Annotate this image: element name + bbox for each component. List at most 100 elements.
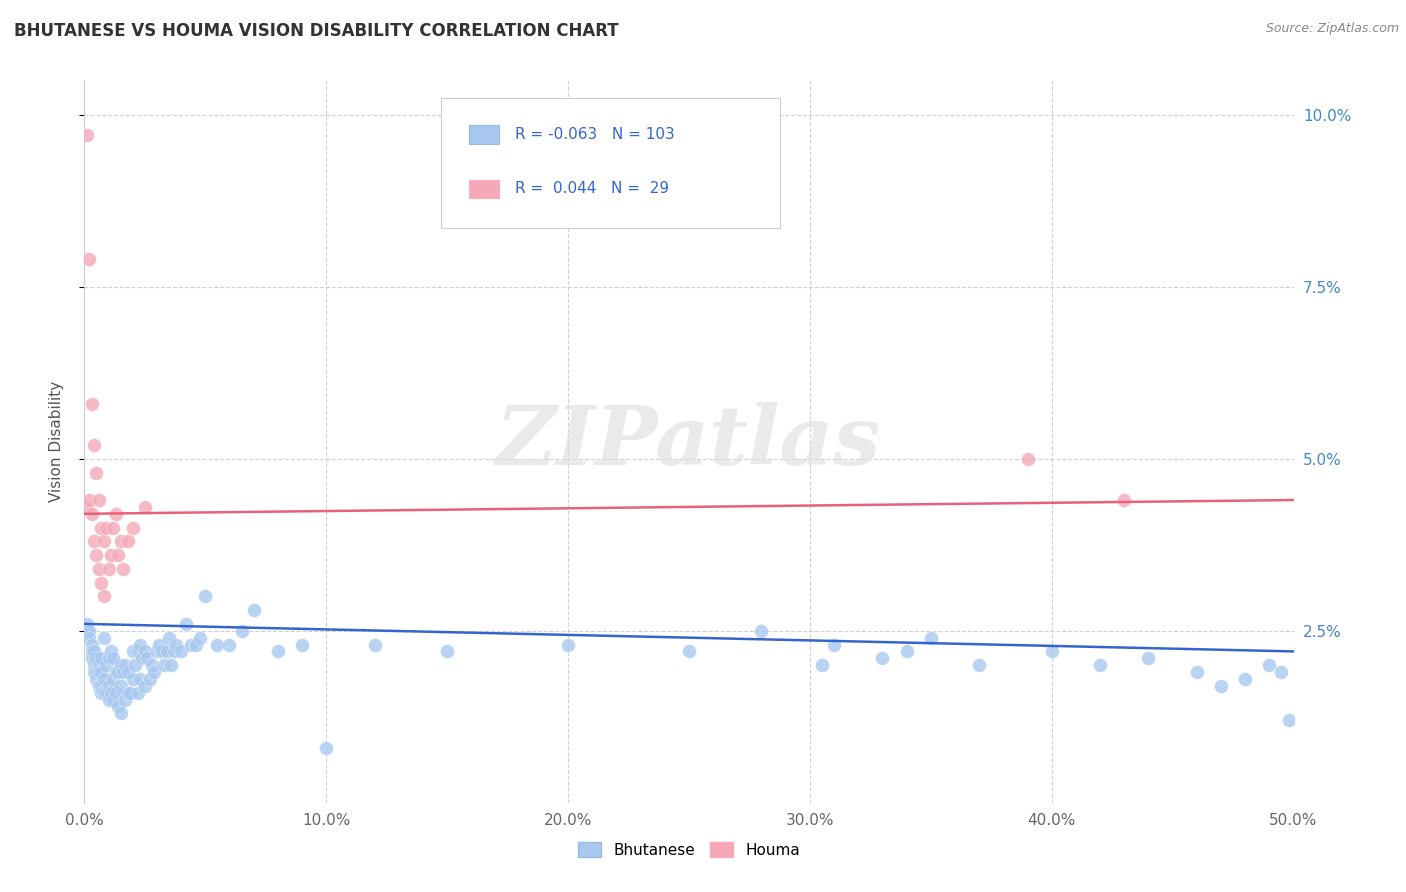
Point — [124, 658, 146, 673]
Point — [93, 686, 115, 700]
Point — [93, 631, 115, 645]
Point — [127, 686, 149, 700]
Point — [267, 644, 290, 658]
Point — [76, 624, 98, 638]
Point — [87, 658, 110, 673]
Point — [121, 672, 143, 686]
Point — [87, 562, 110, 576]
Point — [83, 665, 105, 679]
Point — [94, 658, 117, 673]
Point — [155, 644, 177, 658]
Point — [1040, 644, 1063, 658]
Point — [134, 679, 156, 693]
Point — [150, 644, 173, 658]
Point — [90, 651, 112, 665]
Point — [100, 548, 122, 562]
Point — [1258, 658, 1281, 673]
Point — [141, 658, 163, 673]
Point — [103, 692, 125, 706]
Point — [127, 644, 149, 658]
Point — [87, 493, 110, 508]
Point — [90, 665, 112, 679]
Point — [1270, 665, 1292, 679]
Point — [100, 686, 122, 700]
Point — [80, 507, 103, 521]
Point — [90, 686, 112, 700]
Point — [76, 128, 98, 143]
Point — [107, 548, 129, 562]
Point — [231, 624, 253, 638]
Point — [83, 658, 105, 673]
Point — [97, 692, 120, 706]
Point — [83, 534, 105, 549]
Legend: Bhutanese, Houma: Bhutanese, Houma — [572, 836, 806, 863]
Point — [112, 562, 135, 576]
Point — [107, 699, 129, 714]
Point — [112, 686, 135, 700]
Point — [180, 638, 202, 652]
Point — [86, 672, 108, 686]
Text: R = -0.063   N = 103: R = -0.063 N = 103 — [515, 127, 675, 142]
Point — [86, 548, 108, 562]
Point — [110, 534, 132, 549]
Point — [1088, 658, 1111, 673]
Point — [678, 644, 700, 658]
Text: Source: ZipAtlas.com: Source: ZipAtlas.com — [1265, 22, 1399, 36]
Point — [77, 631, 100, 645]
Point — [1234, 672, 1257, 686]
Point — [83, 644, 105, 658]
Point — [120, 686, 142, 700]
Point — [104, 665, 127, 679]
Point — [170, 644, 193, 658]
Point — [104, 686, 127, 700]
Point — [77, 252, 100, 267]
Point — [97, 562, 120, 576]
Point — [94, 520, 117, 534]
Point — [242, 603, 264, 617]
Point — [90, 679, 112, 693]
Point — [93, 672, 115, 686]
Point — [811, 658, 834, 673]
Point — [86, 466, 108, 480]
Point — [872, 651, 894, 665]
Point — [184, 638, 207, 652]
Point — [190, 631, 212, 645]
Point — [103, 672, 125, 686]
Point — [194, 590, 217, 604]
FancyBboxPatch shape — [468, 126, 499, 144]
Point — [121, 644, 143, 658]
Point — [112, 665, 135, 679]
Point — [291, 638, 314, 652]
Point — [207, 638, 229, 652]
Point — [83, 438, 105, 452]
Point — [157, 631, 180, 645]
Point — [86, 665, 108, 679]
Point — [86, 651, 108, 665]
FancyBboxPatch shape — [441, 98, 780, 228]
Point — [1209, 679, 1232, 693]
Point — [1017, 451, 1039, 466]
Point — [751, 624, 773, 638]
Text: R =  0.044   N =  29: R = 0.044 N = 29 — [515, 181, 669, 196]
Point — [1278, 713, 1301, 727]
Text: ZIPatlas: ZIPatlas — [496, 401, 882, 482]
Point — [77, 624, 100, 638]
Point — [823, 638, 845, 652]
Point — [163, 644, 186, 658]
Point — [134, 500, 156, 514]
Point — [117, 534, 139, 549]
FancyBboxPatch shape — [468, 179, 499, 198]
Point — [436, 644, 458, 658]
Point — [80, 644, 103, 658]
Point — [87, 679, 110, 693]
Point — [87, 665, 110, 679]
Point — [136, 651, 159, 665]
Point — [896, 644, 918, 658]
Point — [174, 616, 197, 631]
Point — [97, 679, 120, 693]
Point — [920, 631, 942, 645]
Point — [93, 590, 115, 604]
Point — [117, 665, 139, 679]
Y-axis label: Vision Disability: Vision Disability — [49, 381, 63, 502]
Point — [103, 520, 125, 534]
